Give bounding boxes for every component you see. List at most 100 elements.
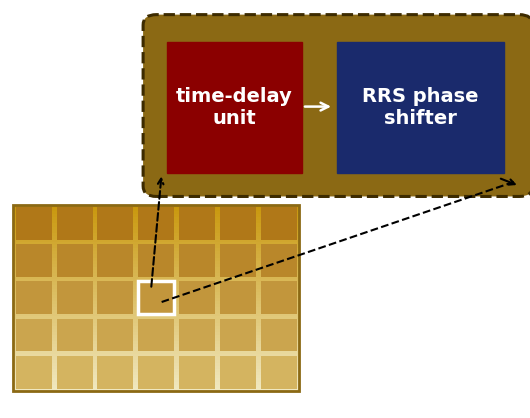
Bar — [13, 208, 299, 211]
Bar — [13, 227, 299, 229]
Bar — [13, 295, 299, 298]
Bar — [13, 335, 299, 338]
Bar — [13, 307, 299, 310]
Bar — [220, 207, 256, 240]
Bar — [261, 319, 297, 352]
Bar — [13, 214, 299, 217]
Bar — [220, 244, 256, 277]
Bar — [13, 267, 299, 270]
Bar — [13, 319, 299, 323]
Bar — [179, 319, 215, 352]
Bar — [98, 319, 134, 352]
Bar — [13, 310, 299, 314]
Bar — [138, 244, 174, 277]
Bar — [13, 369, 299, 372]
Bar — [57, 356, 93, 389]
Bar — [16, 319, 52, 352]
Bar — [13, 239, 299, 242]
Bar — [13, 248, 299, 251]
Bar — [13, 298, 299, 301]
Bar — [16, 207, 52, 240]
Bar — [13, 360, 299, 363]
Bar — [220, 356, 256, 389]
Bar — [13, 329, 299, 332]
Bar — [179, 244, 215, 277]
Bar — [13, 288, 299, 292]
Bar — [13, 205, 299, 391]
Bar — [13, 233, 299, 236]
Bar — [13, 229, 299, 233]
Bar — [13, 388, 299, 391]
Bar — [13, 316, 299, 319]
Bar — [13, 220, 299, 223]
Bar — [13, 257, 299, 261]
Bar — [179, 281, 215, 314]
Text: time-delay
unit: time-delay unit — [176, 87, 293, 128]
Bar — [13, 236, 299, 239]
Bar — [98, 281, 134, 314]
Bar — [13, 251, 299, 255]
Bar — [98, 356, 134, 389]
Bar — [337, 42, 504, 173]
Bar — [13, 323, 299, 326]
Bar — [13, 357, 299, 360]
Bar — [13, 217, 299, 220]
Bar — [13, 255, 299, 257]
Bar — [13, 363, 299, 366]
Bar — [13, 245, 299, 248]
Bar — [167, 42, 302, 173]
Bar — [13, 264, 299, 267]
Bar — [13, 273, 299, 276]
Bar — [138, 319, 174, 352]
Bar — [98, 244, 134, 277]
Bar — [13, 326, 299, 329]
Bar — [13, 366, 299, 369]
Bar — [13, 354, 299, 357]
Bar — [13, 285, 299, 288]
Bar — [13, 282, 299, 285]
Bar — [220, 319, 256, 352]
Bar — [13, 292, 299, 295]
Bar — [179, 207, 215, 240]
Bar — [13, 372, 299, 375]
Bar — [13, 205, 299, 208]
Bar — [138, 356, 174, 389]
Bar — [13, 223, 299, 227]
Bar — [57, 207, 93, 240]
Bar — [138, 281, 174, 314]
Bar — [13, 382, 299, 385]
Bar — [57, 319, 93, 352]
Bar — [13, 385, 299, 388]
Bar — [13, 375, 299, 378]
Bar — [13, 301, 299, 304]
Bar — [13, 279, 299, 282]
Bar — [13, 304, 299, 307]
Text: RRS phase
shifter: RRS phase shifter — [362, 87, 478, 128]
Bar — [13, 242, 299, 245]
Bar — [98, 207, 134, 240]
FancyBboxPatch shape — [143, 15, 530, 196]
Bar — [13, 276, 299, 279]
Bar — [13, 338, 299, 341]
Bar — [261, 281, 297, 314]
Bar — [13, 378, 299, 382]
Bar — [261, 244, 297, 277]
Bar — [16, 281, 52, 314]
Bar — [57, 244, 93, 277]
Bar — [13, 347, 299, 351]
Bar — [13, 341, 299, 344]
Bar — [16, 356, 52, 389]
Bar — [13, 344, 299, 347]
Bar — [13, 314, 299, 316]
Bar — [261, 207, 297, 240]
Bar — [13, 332, 299, 335]
Bar — [16, 244, 52, 277]
Bar — [179, 356, 215, 389]
Bar — [13, 211, 299, 214]
Bar — [13, 270, 299, 273]
Bar — [57, 281, 93, 314]
Bar — [13, 351, 299, 354]
Bar — [13, 261, 299, 264]
Bar — [261, 356, 297, 389]
Bar — [138, 207, 174, 240]
